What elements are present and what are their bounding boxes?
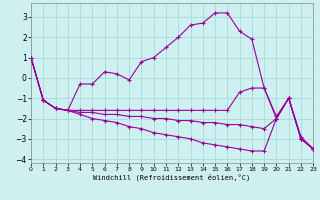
X-axis label: Windchill (Refroidissement éolien,°C): Windchill (Refroidissement éolien,°C) <box>93 174 251 181</box>
